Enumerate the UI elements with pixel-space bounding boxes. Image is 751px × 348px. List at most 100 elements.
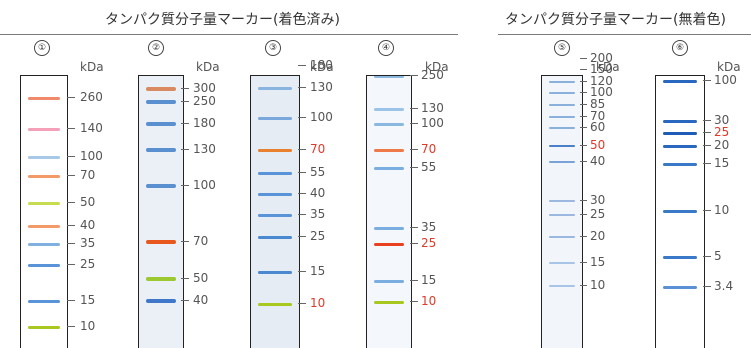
mw-label-3-25: 25 <box>310 229 326 243</box>
unstained-section-rule <box>498 34 751 35</box>
tick-2-70 <box>181 241 189 242</box>
gel-lane-4 <box>366 75 412 348</box>
tick-1-140 <box>67 128 75 129</box>
lane-number-3: ③ <box>265 40 281 56</box>
band-6-15 <box>663 162 697 166</box>
tick-3-130 <box>298 87 306 88</box>
mw-label-6-5: 5 <box>714 249 722 263</box>
mw-label-6-15: 15 <box>714 156 730 170</box>
band-2-50 <box>146 277 176 281</box>
mw-label-3-70: 70 <box>310 142 326 156</box>
tick-2-180 <box>181 123 189 124</box>
mw-label-2-180: 180 <box>193 116 216 130</box>
band-2-70 <box>146 240 176 244</box>
band-3-70 <box>258 148 292 152</box>
band-6-30 <box>663 119 697 123</box>
mw-label-2-50: 50 <box>193 271 209 285</box>
lane-number-2: ② <box>148 40 164 56</box>
gel-lane-3 <box>250 75 300 348</box>
tick-5-25 <box>580 214 587 215</box>
mw-label-2-130: 130 <box>193 142 216 156</box>
tick-3-100 <box>298 117 306 118</box>
gel-lane-6 <box>655 75 705 348</box>
band-6-25 <box>663 131 697 135</box>
band-4-55 <box>374 166 404 170</box>
band-4-250 <box>374 76 404 78</box>
band-1-15 <box>28 299 60 303</box>
tick-5-15 <box>580 262 587 263</box>
stained-section-title: タンパク質分子量マーカー(着色済み) <box>105 12 340 28</box>
band-1-100 <box>28 155 60 159</box>
mw-label-5-25: 25 <box>590 207 606 221</box>
tick-4-130 <box>410 108 418 109</box>
band-1-40 <box>28 224 60 228</box>
tick-5-50 <box>580 145 587 146</box>
mw-label-1-15: 15 <box>80 293 96 307</box>
tick-6-25 <box>703 132 711 133</box>
mw-label-1-10: 10 <box>80 319 96 333</box>
lane-number-6: ⑥ <box>672 40 688 56</box>
mw-label-4-15: 15 <box>421 273 437 287</box>
band-4-130 <box>374 107 404 111</box>
band-1-260 <box>28 96 60 100</box>
band-5-60 <box>549 127 575 129</box>
mw-label-6-100: 100 <box>714 73 737 87</box>
tick-4-10 <box>410 301 418 302</box>
tick-5-150 <box>580 69 587 70</box>
mw-label-4-10: 10 <box>421 294 437 308</box>
mw-label-4-250: 250 <box>421 68 444 82</box>
mw-label-3-180: 180 <box>310 58 333 72</box>
mw-label-4-70: 70 <box>421 142 437 156</box>
mw-label-5-200: 200 <box>590 51 613 65</box>
band-4-100 <box>374 122 404 126</box>
mw-label-3-10: 10 <box>310 296 326 310</box>
tick-6-5 <box>703 256 711 257</box>
tick-1-15 <box>67 300 75 301</box>
tick-1-70 <box>67 175 75 176</box>
tick-5-70 <box>580 116 587 117</box>
band-6-3.4 <box>663 285 697 289</box>
mw-label-5-20: 20 <box>590 229 606 243</box>
tick-5-120 <box>580 81 587 82</box>
mw-label-5-10: 10 <box>590 278 606 292</box>
tick-5-85 <box>580 104 587 105</box>
mw-label-3-15: 15 <box>310 264 326 278</box>
band-1-25 <box>28 263 60 267</box>
tick-6-100 <box>703 80 711 81</box>
lane-number-5: ⑤ <box>554 40 570 56</box>
unit-label-lane-1: kDa <box>80 60 104 74</box>
tick-4-100 <box>410 123 418 124</box>
unstained-section-title: タンパク質分子量マーカー(無着色) <box>505 12 726 28</box>
mw-label-1-50: 50 <box>80 195 96 209</box>
tick-6-10 <box>703 210 711 211</box>
tick-3-10 <box>298 303 306 304</box>
tick-5-60 <box>580 127 587 128</box>
tick-5-30 <box>580 200 587 201</box>
band-5-85 <box>549 104 575 106</box>
tick-3-25 <box>298 236 306 237</box>
band-1-140 <box>28 127 60 131</box>
tick-4-35 <box>410 227 418 228</box>
mw-label-1-25: 25 <box>80 257 96 271</box>
tick-3-180 <box>298 65 306 66</box>
band-5-30 <box>549 200 575 202</box>
mw-label-6-10: 10 <box>714 203 730 217</box>
band-3-35 <box>258 213 292 217</box>
band-3-25 <box>258 235 292 239</box>
band-5-120 <box>549 81 575 83</box>
tick-2-40 <box>181 300 189 301</box>
mw-label-1-40: 40 <box>80 218 96 232</box>
lane-number-4: ④ <box>378 40 394 56</box>
band-5-15 <box>549 262 575 264</box>
mw-label-3-100: 100 <box>310 110 333 124</box>
mw-label-5-30: 30 <box>590 193 606 207</box>
tick-1-50 <box>67 202 75 203</box>
mw-label-2-70: 70 <box>193 234 209 248</box>
mw-label-2-40: 40 <box>193 293 209 307</box>
band-4-15 <box>374 279 404 283</box>
band-2-100 <box>146 184 176 188</box>
band-2-250 <box>146 100 176 104</box>
band-3-10 <box>258 302 292 306</box>
band-2-130 <box>146 148 176 152</box>
tick-1-10 <box>67 326 75 327</box>
